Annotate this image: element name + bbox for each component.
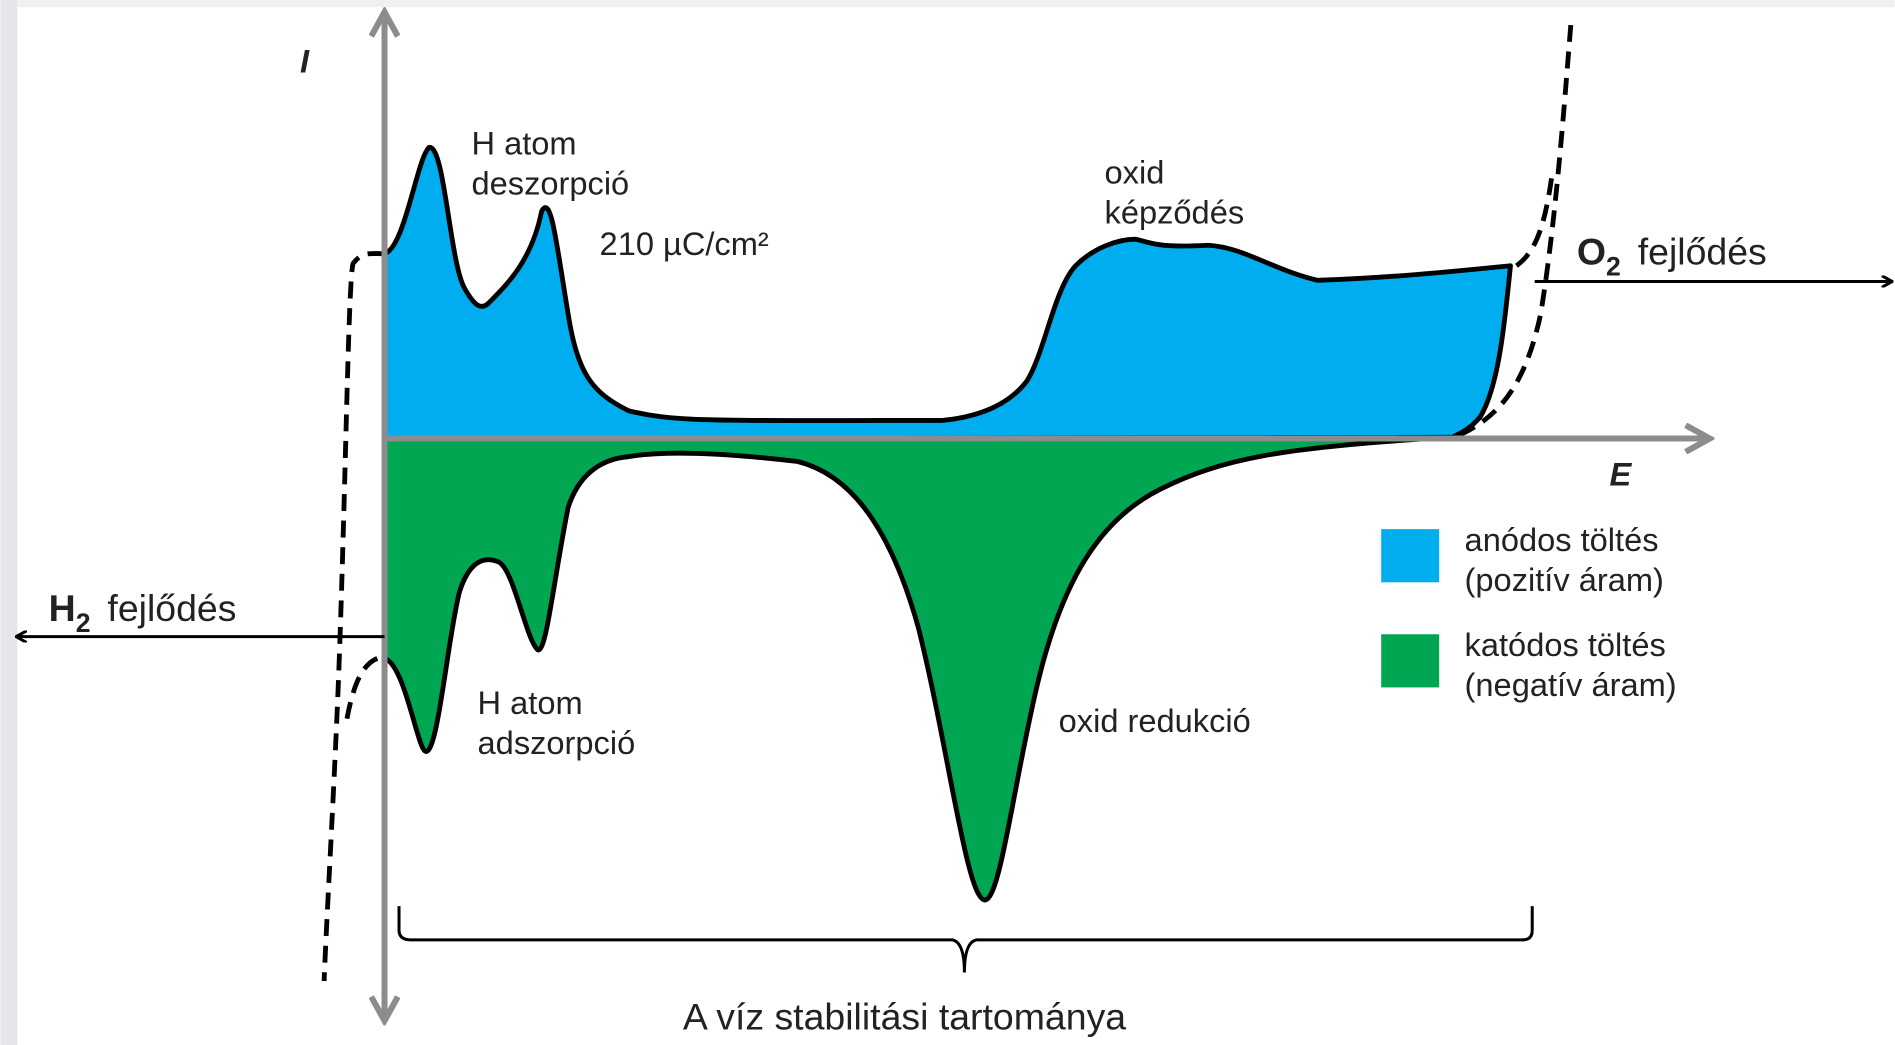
o2-element: O bbox=[1577, 231, 1606, 273]
h2-element: H bbox=[49, 587, 76, 629]
annotation: H atom bbox=[478, 684, 583, 721]
annotation: képződés bbox=[1105, 193, 1245, 230]
dashed-left-lower bbox=[343, 656, 379, 726]
o2-subscript: 2 bbox=[1606, 251, 1621, 281]
annotation: adszorpció bbox=[478, 724, 636, 761]
annotation: H atom bbox=[472, 125, 577, 162]
annotation: 210 µC/cm² bbox=[600, 225, 769, 262]
legend: anódos töltés(pozitív áram) katódos tölté… bbox=[1381, 521, 1677, 703]
legend-label: (pozitív áram) bbox=[1465, 561, 1664, 598]
annotation: oxid redukció bbox=[1059, 702, 1251, 739]
dashed-right bbox=[1458, 23, 1574, 438]
o2-text: fejlődés bbox=[1638, 231, 1767, 273]
dashed-right-upper bbox=[1515, 168, 1556, 268]
legend-swatch bbox=[1381, 529, 1440, 583]
legend-label: (negatív áram) bbox=[1465, 666, 1677, 703]
h2-label: H2 fejlődés bbox=[49, 587, 237, 638]
dashed-left bbox=[321, 251, 385, 982]
legend-label: katódos töltés bbox=[1465, 626, 1666, 663]
side-strip bbox=[0, 0, 18, 1045]
annotation: deszorpció bbox=[472, 165, 630, 202]
h2-text: fejlődés bbox=[107, 587, 236, 629]
h2-subscript: 2 bbox=[76, 608, 91, 638]
y-axis-label: I bbox=[300, 42, 310, 79]
x-axis-label: E bbox=[1610, 456, 1633, 493]
legend-swatch bbox=[1381, 634, 1440, 688]
legend-label: anódos töltés bbox=[1465, 521, 1659, 558]
top-strip bbox=[17, 0, 1895, 8]
annotation: oxid bbox=[1105, 154, 1165, 191]
o2-label: O2 fejlődés bbox=[1577, 231, 1767, 282]
stability-label: A víz stabilitási tartománya bbox=[683, 995, 1126, 1037]
anodic-area bbox=[382, 144, 1513, 441]
brace bbox=[397, 906, 1534, 973]
cathodic-area bbox=[382, 434, 1453, 903]
